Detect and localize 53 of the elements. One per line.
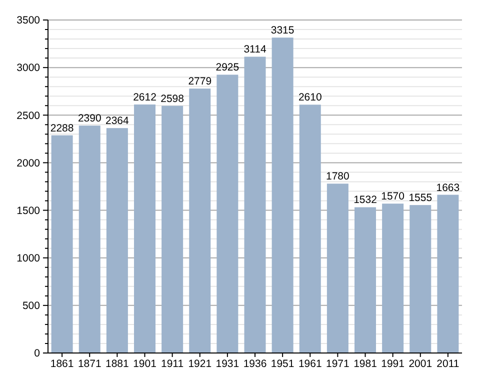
y-tick-label: 500: [22, 300, 40, 312]
x-tick-label: 1971: [326, 358, 350, 370]
bar: [354, 207, 376, 353]
data-label: 2925: [216, 62, 240, 74]
x-tick-label: 1881: [106, 358, 130, 370]
y-tick-label: 2500: [16, 110, 40, 122]
data-label: 1555: [408, 192, 432, 204]
bar: [272, 38, 294, 353]
bar: [134, 104, 156, 353]
bar: [326, 184, 348, 353]
bar: [437, 194, 459, 353]
x-tick-label: 1951: [270, 358, 294, 370]
data-label: 2364: [106, 115, 130, 128]
bar: [78, 126, 100, 353]
y-tick-label: 2000: [16, 157, 40, 170]
data-label: 3114: [244, 44, 266, 56]
x-tick-label: 1936: [243, 358, 267, 370]
bar: [106, 128, 128, 353]
x-tick-label: 1931: [216, 358, 240, 370]
bar: [189, 88, 211, 353]
data-label: 2612: [133, 91, 157, 104]
data-label: 1570: [381, 190, 405, 203]
x-tick-label: 1911: [161, 358, 184, 370]
y-tick-label: 3000: [16, 62, 40, 74]
data-label: 1780: [326, 170, 350, 183]
data-label: 2288: [50, 122, 74, 134]
data-label: 1663: [436, 182, 460, 194]
x-tick-label: 2011: [436, 358, 460, 370]
x-tick-label: 1991: [381, 358, 405, 370]
bar: [51, 135, 73, 353]
bar: [299, 104, 321, 353]
bar: [162, 106, 184, 353]
y-tick-label: 0: [34, 348, 40, 360]
x-tick-label: 1981: [354, 358, 378, 370]
bar: [382, 204, 404, 353]
x-tick-label: 1871: [78, 358, 102, 370]
y-tick-label: 1500: [16, 204, 40, 217]
y-tick-label: 3500: [16, 14, 40, 27]
y-tick-label: 1000: [16, 252, 40, 265]
data-label: 2390: [78, 112, 102, 125]
x-tick-label: 1861: [50, 358, 74, 370]
data-label: 1532: [354, 194, 378, 206]
data-label: 2779: [188, 76, 212, 88]
data-label: 2598: [160, 92, 184, 105]
x-tick-label: 1961: [298, 358, 322, 370]
bar: [244, 56, 266, 353]
x-tick-label: 1921: [188, 358, 212, 370]
x-tick-label: 1901: [133, 358, 157, 370]
bar: [410, 205, 432, 353]
data-label: 3315: [270, 24, 294, 37]
bar: [216, 74, 238, 353]
data-label: 2610: [298, 92, 322, 104]
x-tick-label: 2001: [408, 358, 432, 370]
